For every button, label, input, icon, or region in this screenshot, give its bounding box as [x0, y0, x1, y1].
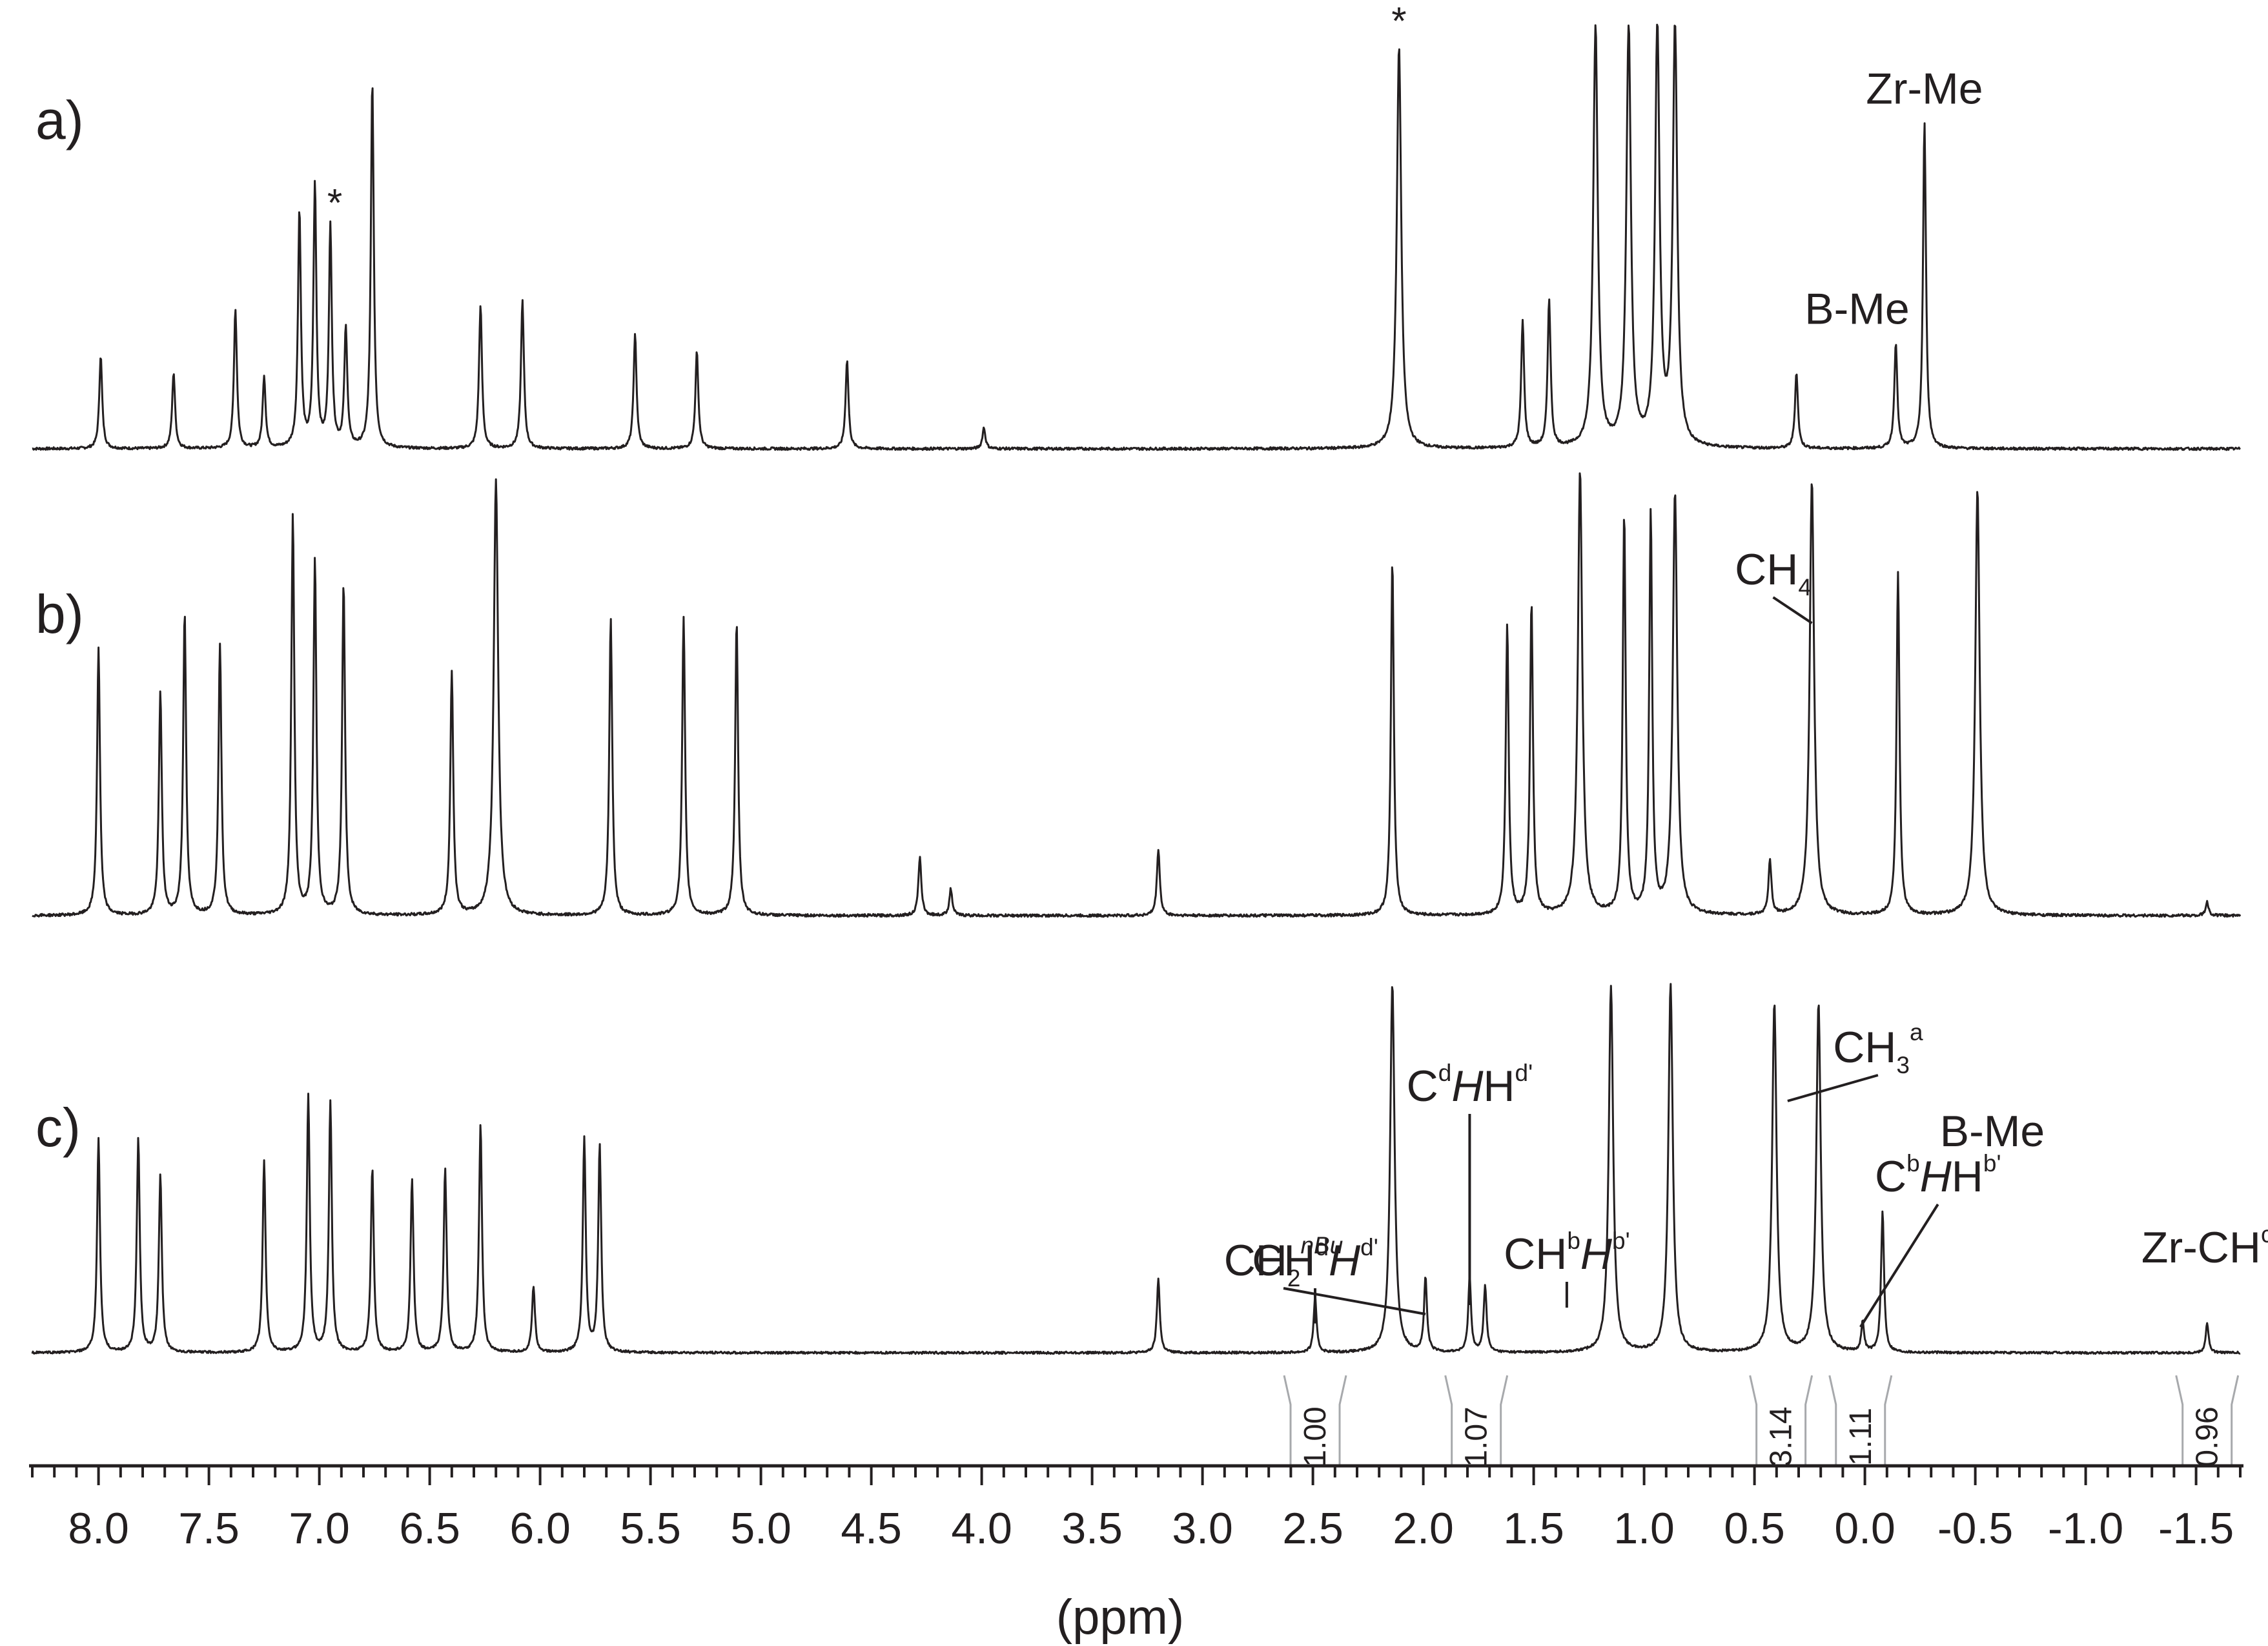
integral-value: 1.11: [1844, 1408, 1878, 1466]
x-tick-label: 1.5: [1503, 1504, 1564, 1553]
integral-value: 1.07: [1460, 1406, 1494, 1466]
x-tick-label: 1.0: [1613, 1504, 1675, 1553]
x-tick-label: -1.5: [2158, 1504, 2234, 1553]
integral-bracket: [2175, 1375, 2240, 1466]
panel-label: a): [36, 90, 84, 150]
x-tick-label: 0.5: [1724, 1504, 1785, 1553]
x-tick-label: 7.0: [289, 1504, 350, 1553]
spectra-traces: [31, 23, 2242, 1355]
integral-bracket: [1749, 1375, 1813, 1466]
peak-annotation: CdHHd': [1407, 1060, 1533, 1111]
x-tick-label: 3.0: [1172, 1504, 1233, 1553]
peak-annotation: CH4: [1735, 545, 1812, 601]
x-tick-label: 4.0: [951, 1504, 1012, 1553]
impurity-asterisk: *: [1391, 0, 1406, 43]
x-tick-label: 8.0: [68, 1504, 129, 1553]
x-tick-label: -0.5: [1937, 1504, 2013, 1553]
x-tick-label: 2.0: [1393, 1504, 1454, 1553]
spectrum-trace-1: [32, 23, 2241, 451]
annotation-pointer: [1859, 1203, 1939, 1328]
x-tick-label: -1.0: [2048, 1504, 2123, 1553]
annotation-pointer: [1772, 596, 1813, 624]
x-tick-label: 5.5: [620, 1504, 681, 1553]
spectrum-trace-2: [32, 472, 2242, 918]
integral-bracket: [1283, 1375, 1347, 1466]
peak-annotation: CH3a: [1833, 1019, 1923, 1078]
x-tick-label: 2.5: [1282, 1504, 1343, 1553]
peak-annotation: CbHHb': [1875, 1150, 2001, 1201]
x-tick-label: 5.0: [730, 1504, 792, 1553]
x-tick-label: 3.5: [1061, 1504, 1123, 1553]
annotation-pointer: [1283, 1287, 1426, 1315]
peak-annotation: CHdHd': [1252, 1234, 1378, 1285]
x-tick-label: 0.0: [1834, 1504, 1895, 1553]
peak-annotation: B-Me: [1804, 284, 1909, 333]
panel-label: c): [36, 1097, 81, 1158]
x-tick-label: 6.5: [399, 1504, 460, 1553]
peak-annotation: CHbHb': [1504, 1228, 1630, 1279]
x-axis-label: (ppm): [1056, 1590, 1184, 1645]
x-axis: 8.0 7.5 7.0 6.5 6.0 5.5 5.0 4.5 4.0 3.5 3.0 2.5 2.0 1…: [29, 1464, 2243, 1553]
peak-annotation: Zr-Me: [1866, 65, 1983, 114]
spectrum-trace-3: [31, 983, 2241, 1355]
integral-value: 1.00: [1298, 1406, 1333, 1466]
peak-annotation: CH2nBu: [1224, 1232, 1343, 1291]
annotation-pointer: [1787, 1074, 1879, 1102]
integral-bracket: [1444, 1375, 1509, 1466]
integral-bracket: [1828, 1375, 1893, 1466]
peak-annotation: Zr-CHc: [2141, 1221, 2268, 1272]
peak-annotation: B-Me: [1940, 1107, 2045, 1156]
integral-markers: 1.00 1.07 3.14 1.11 0.96: [1283, 1375, 2240, 1467]
x-tick-label: 6.0: [509, 1504, 571, 1553]
x-tick-label: 4.5: [841, 1504, 902, 1553]
impurity-asterisk: *: [327, 181, 342, 224]
x-tick-label: 7.5: [178, 1504, 240, 1553]
integral-value: 3.14: [1764, 1406, 1799, 1466]
integral-value: 0.96: [2191, 1406, 2225, 1466]
panel-label: b): [36, 584, 84, 644]
